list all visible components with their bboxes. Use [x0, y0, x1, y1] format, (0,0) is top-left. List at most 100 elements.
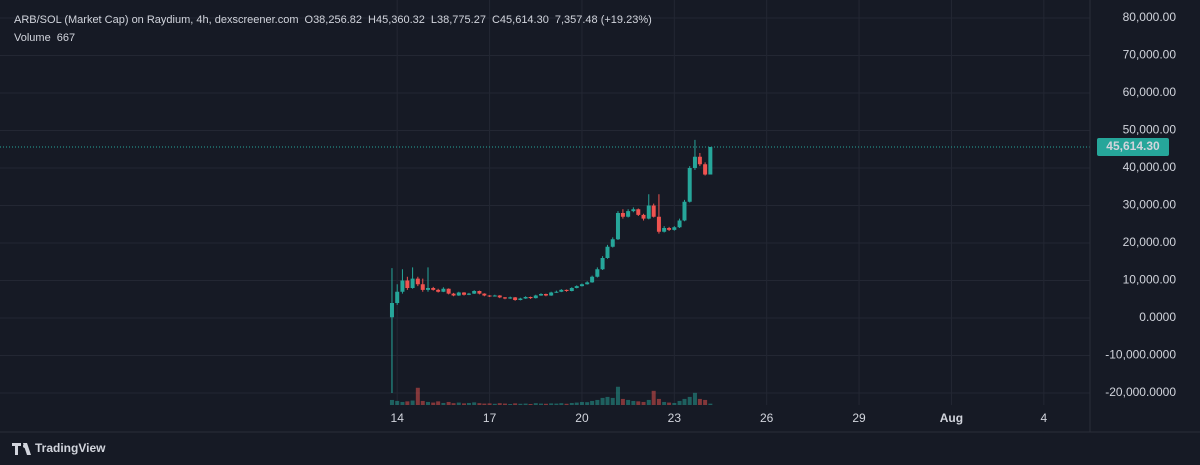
candle-body	[651, 205, 656, 217]
candle-body	[595, 269, 600, 277]
volume-bar	[605, 396, 610, 405]
legend-value: 38,256.82	[313, 14, 362, 26]
legend-value: 45,360.32	[376, 14, 425, 26]
volume-bar	[508, 403, 513, 405]
volume-bar	[708, 403, 713, 405]
volume-bar	[420, 400, 425, 405]
candle-body	[626, 211, 631, 217]
candle-body	[564, 289, 569, 291]
volume-bar	[559, 403, 564, 405]
candle-body	[502, 297, 507, 299]
legend-key: H	[368, 14, 376, 26]
candle-body	[549, 292, 554, 296]
volume-bar	[667, 402, 672, 405]
volume-bar	[389, 399, 394, 405]
volume-bar	[672, 402, 677, 405]
candle-body	[462, 292, 467, 295]
brand-name: TradingView	[35, 441, 106, 455]
candle-body	[431, 288, 436, 290]
volume-bar	[528, 403, 533, 405]
candle-body	[636, 209, 641, 215]
volume-bar	[436, 401, 441, 405]
volume-bar	[502, 403, 507, 405]
candle-body	[487, 295, 492, 297]
candle-body	[656, 216, 661, 232]
volume-bar	[626, 399, 631, 405]
candle-body	[692, 156, 697, 168]
candle-body	[415, 278, 420, 285]
candle-body	[574, 286, 579, 288]
candle-body	[395, 291, 400, 303]
candle-body	[492, 295, 497, 297]
x-tick-label: 4	[1040, 411, 1047, 425]
volume-bar	[615, 386, 620, 405]
candle-body	[523, 297, 528, 299]
volume-bar	[569, 402, 574, 405]
candle-body	[687, 168, 692, 202]
y-tick-label: -10,000.0000	[1105, 348, 1176, 362]
volume-bar	[687, 396, 692, 405]
last-price-tag	[1097, 137, 1169, 156]
volume-bar	[446, 401, 451, 405]
candle-body	[600, 258, 605, 270]
candle-body	[708, 146, 713, 175]
last-price-label: 45,614.30	[1106, 139, 1160, 153]
candle-body	[400, 280, 405, 292]
candle-body	[615, 213, 620, 240]
volume-bar	[620, 398, 625, 405]
y-tick-label: 0.0000	[1139, 310, 1176, 324]
y-tick-label: 10,000.00	[1123, 273, 1177, 287]
candle-body	[672, 227, 677, 230]
volume-bar	[631, 400, 636, 405]
volume-bar	[431, 402, 436, 405]
volume-bar	[610, 397, 615, 405]
candle-body	[641, 214, 646, 219]
legend-key: O	[305, 14, 314, 26]
candle-body	[610, 239, 615, 247]
y-tick-label: 70,000.00	[1123, 48, 1177, 62]
brand: TradingView	[12, 441, 106, 455]
candle-body	[677, 220, 682, 228]
volume-bar	[523, 403, 528, 405]
candle-body	[579, 284, 584, 287]
volume-bar	[590, 400, 595, 405]
volume-bar	[579, 401, 584, 405]
volume-bar	[595, 399, 600, 405]
legend-volume-label: Volume	[14, 32, 51, 44]
legend-key: C	[492, 14, 500, 26]
candle-body	[662, 228, 667, 232]
volume-bar	[410, 400, 415, 405]
candle-body	[441, 288, 446, 292]
candle-body	[569, 288, 574, 291]
candle-body	[538, 294, 543, 296]
volume-bar	[538, 403, 543, 405]
candle-body	[646, 205, 651, 219]
candle-body	[446, 288, 451, 294]
y-tick-label: 20,000.00	[1123, 235, 1177, 249]
legend-value: 45,614.30	[500, 14, 549, 26]
volume-bar	[462, 403, 467, 405]
volume-bar	[656, 398, 661, 405]
volume-bar	[682, 398, 687, 405]
volume-bar	[651, 390, 656, 405]
volume-bar	[703, 399, 708, 405]
candle-body	[528, 297, 533, 299]
candle-body	[472, 291, 477, 294]
x-tick-label: 23	[668, 411, 682, 425]
y-tick-label: 50,000.00	[1123, 123, 1177, 137]
candle-body	[425, 288, 430, 290]
candle-body	[497, 295, 502, 298]
x-tick-label: 20	[575, 411, 589, 425]
volume-bar	[497, 403, 502, 405]
candle-body	[585, 282, 590, 285]
x-tick-label: 26	[760, 411, 774, 425]
volume-bar	[395, 400, 400, 405]
candle-body	[697, 156, 702, 165]
volume-bar	[636, 401, 641, 405]
y-tick-label: 30,000.00	[1123, 198, 1177, 212]
legend-change: 7,357.48 (+19.23%)	[555, 14, 652, 26]
candle-body	[410, 278, 415, 288]
volume-bar	[641, 401, 646, 405]
